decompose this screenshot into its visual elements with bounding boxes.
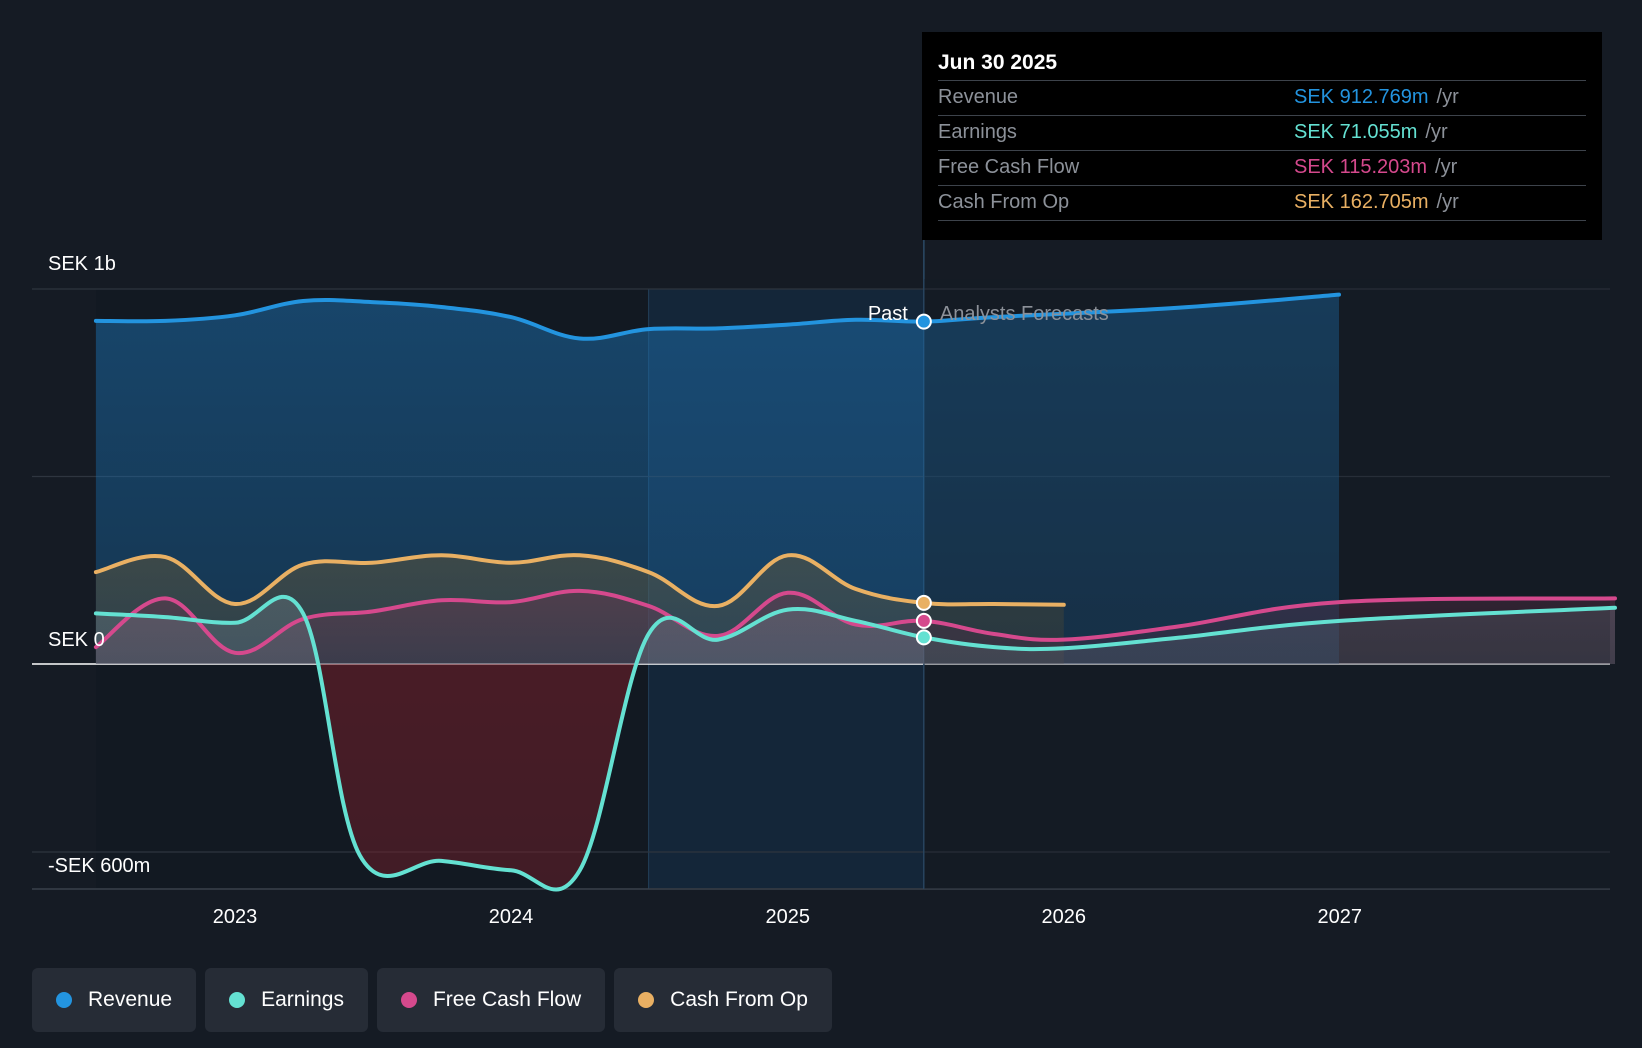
legend-label: Cash From Op [670, 988, 808, 1011]
tooltip-row-free-cash-flow: Free Cash Flow SEK 115.203m/yr [938, 151, 1586, 186]
cash-from-op-line [93, 553, 1066, 608]
tooltip-value: SEK 912.769m [1294, 86, 1429, 108]
earnings-positive-area [95, 597, 1615, 664]
legend: Revenue Earnings Free Cash Flow Cash Fro… [32, 968, 832, 1032]
y-tick-label: -SEK 600m [48, 855, 150, 877]
tooltip-value: SEK 162.705m [1294, 191, 1429, 213]
free-cash-flow-marker [915, 612, 932, 629]
forecast-overlay [923, 279, 1610, 889]
earnings-marker [915, 629, 932, 646]
tooltip-label: Cash From Op [938, 191, 1070, 213]
tooltip-label: Free Cash Flow [938, 156, 1080, 178]
tooltip-value: SEK 115.203m [1294, 156, 1428, 178]
tooltip-unit: /yr [1435, 156, 1458, 178]
tooltip-label: Earnings [938, 121, 1017, 143]
legend-dot-icon [638, 992, 655, 1008]
x-tick-label: 2027 [1318, 906, 1363, 928]
tooltip-label: Revenue [938, 86, 1019, 108]
x-tick-label: 2024 [489, 906, 534, 928]
legend-label: Earnings [261, 988, 344, 1011]
tooltip-row-earnings: Earnings SEK 71.055m/yr [938, 116, 1586, 151]
revenue-line [93, 292, 1341, 341]
legend-dot-icon [56, 992, 72, 1008]
revenue-marker [915, 313, 932, 330]
x-tick-label: 2025 [766, 906, 811, 928]
x-tick-label: 2026 [1042, 906, 1087, 928]
earnings-line [93, 595, 1617, 892]
tooltip: Jun 30 2025 Revenue SEK 912.769m/yr Earn… [922, 32, 1602, 240]
legend-item-revenue[interactable]: Revenue [32, 968, 197, 1032]
x-tick-label: 2023 [213, 906, 258, 928]
legend-dot-icon [229, 992, 246, 1008]
legend-item-cash-from-op[interactable]: Cash From Op [614, 968, 832, 1032]
legend-dot-icon [400, 992, 417, 1008]
legend-item-free-cash-flow[interactable]: Free Cash Flow [376, 968, 606, 1032]
tooltip-unit: /yr [1436, 86, 1459, 108]
tooltip-row-cash-from-op: Cash From Op SEK 162.705m/yr [938, 186, 1586, 221]
tooltip-date: Jun 30 2025 [938, 48, 1586, 81]
legend-label: Revenue [88, 988, 173, 1011]
tooltip-row-revenue: Revenue SEK 912.769m/yr [938, 81, 1586, 116]
y-tick-label: SEK 1b [48, 253, 116, 275]
past-label: Past [868, 303, 908, 325]
cash-from-op-marker [915, 594, 932, 611]
free-cash-flow-line [93, 588, 1617, 655]
tooltip-value: SEK 71.055m [1294, 121, 1418, 143]
y-tick-label: SEK 0 [48, 629, 105, 651]
earnings-negative-area [95, 664, 1615, 890]
legend-item-earnings[interactable]: Earnings [205, 968, 368, 1032]
tooltip-unit: /yr [1425, 121, 1448, 143]
tooltip-unit: /yr [1436, 191, 1459, 213]
forecast-label: Analysts Forecasts [940, 303, 1109, 325]
legend-label: Free Cash Flow [432, 988, 582, 1011]
